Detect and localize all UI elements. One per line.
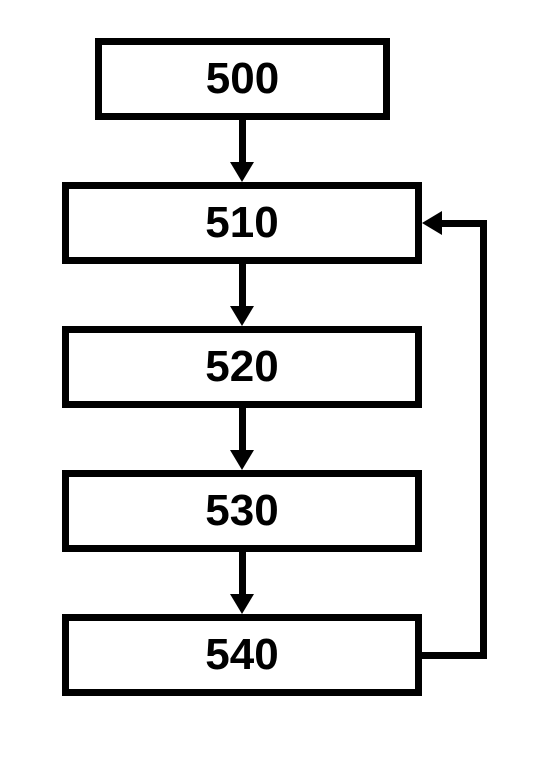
arrow-segment	[480, 220, 487, 659]
arrow-head-icon	[230, 162, 254, 182]
arrow-head-icon	[422, 211, 442, 235]
arrow-head-icon	[230, 450, 254, 470]
node-label: 500	[206, 54, 279, 104]
flowchart-node: 540	[62, 614, 422, 696]
arrow-segment	[239, 264, 246, 306]
flowchart-container: 500 510 520 530 540	[0, 0, 555, 768]
flowchart-node: 520	[62, 326, 422, 408]
arrow-segment	[239, 120, 246, 162]
flowchart-node: 510	[62, 182, 422, 264]
arrow-head-icon	[230, 594, 254, 614]
flowchart-node: 500	[95, 38, 390, 120]
node-label: 530	[205, 486, 278, 536]
node-label: 540	[205, 630, 278, 680]
flowchart-node: 530	[62, 470, 422, 552]
node-label: 520	[205, 342, 278, 392]
arrow-segment	[442, 220, 487, 227]
node-label: 510	[205, 198, 278, 248]
arrow-segment	[239, 552, 246, 594]
arrow-head-icon	[230, 306, 254, 326]
arrow-segment	[239, 408, 246, 450]
arrow-segment	[422, 652, 487, 659]
